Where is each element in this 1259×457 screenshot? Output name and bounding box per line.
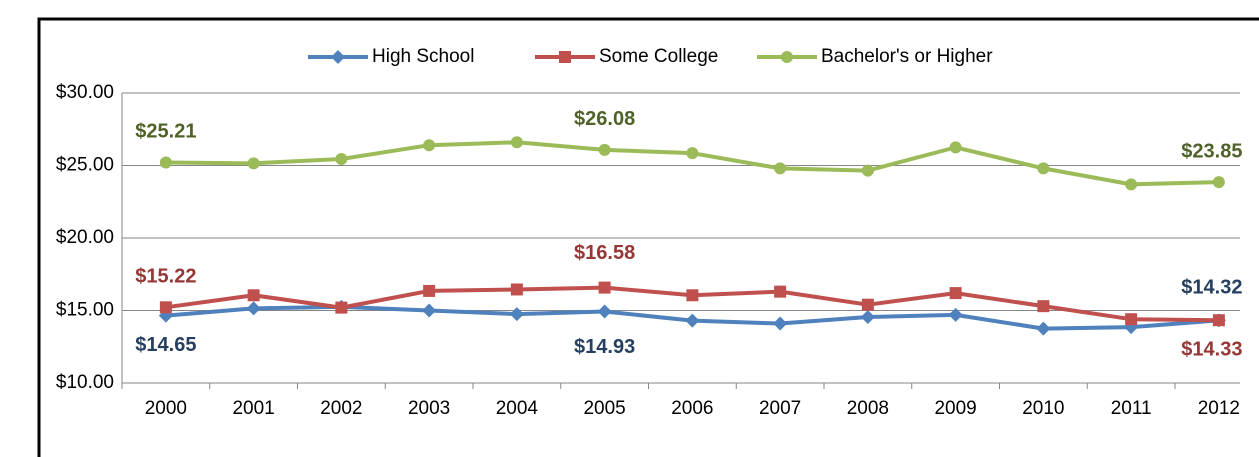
point-marker (860, 310, 875, 325)
point-marker (685, 313, 700, 328)
point-marker (949, 287, 962, 300)
point-marker (1037, 300, 1050, 313)
x-tick-label: 2003 (408, 398, 450, 419)
legend-marker (559, 51, 571, 63)
value-label: $14.33 (1181, 338, 1242, 360)
point-marker (1125, 178, 1138, 191)
legend-label: Bachelor's or Higher (821, 46, 993, 67)
point-marker (335, 301, 348, 314)
point-marker (1037, 162, 1050, 175)
x-tick-label: 2007 (759, 398, 801, 419)
x-tick-label: 2000 (145, 398, 187, 419)
value-label: $14.65 (135, 334, 196, 356)
value-label: $23.85 (1181, 140, 1242, 162)
point-marker (423, 139, 436, 152)
point-marker (247, 289, 260, 302)
x-tick-label: 2004 (496, 398, 539, 419)
x-tick-label: 2006 (671, 398, 713, 419)
point-marker (509, 307, 524, 322)
value-label: $25.21 (135, 121, 196, 143)
point-marker (949, 141, 962, 154)
legend-marker (331, 50, 345, 64)
value-label: $14.32 (1181, 277, 1242, 299)
legend-label: High School (372, 46, 474, 67)
x-tick-label: 2008 (847, 398, 889, 419)
value-label: $15.22 (135, 266, 196, 288)
point-marker (598, 143, 611, 156)
x-tick-label: 2011 (1111, 398, 1152, 419)
y-tick-label: $30.00 (56, 82, 114, 103)
value-label: $26.08 (574, 108, 635, 130)
point-marker (510, 136, 523, 149)
point-marker (774, 285, 787, 298)
point-marker (948, 307, 963, 322)
y-tick-label: $15.00 (56, 300, 114, 321)
point-marker (598, 281, 611, 294)
point-marker (246, 301, 261, 316)
point-marker (1036, 321, 1051, 336)
point-marker (1212, 176, 1225, 189)
point-marker (861, 164, 874, 177)
point-marker (247, 157, 260, 170)
point-marker (597, 304, 612, 319)
point-marker (422, 303, 437, 318)
value-label: $14.93 (574, 336, 635, 358)
x-tick-label: 2009 (934, 398, 976, 419)
y-tick-label: $20.00 (56, 227, 114, 248)
point-marker (335, 152, 348, 165)
point-marker (686, 289, 699, 302)
point-marker (159, 301, 172, 314)
point-marker (861, 298, 874, 311)
x-tick-label: 2005 (583, 398, 625, 419)
point-marker (510, 283, 523, 296)
point-marker (423, 284, 436, 297)
point-marker (159, 156, 172, 169)
x-tick-label: 2010 (1022, 398, 1064, 419)
legend-marker (781, 51, 793, 63)
legend-label: Some College (599, 46, 718, 67)
x-tick-label: 2012 (1198, 398, 1240, 419)
y-tick-label: $25.00 (56, 155, 114, 176)
point-marker (686, 147, 699, 160)
value-label: $16.58 (574, 242, 635, 264)
y-tick-label: $10.00 (56, 372, 114, 393)
point-marker (773, 316, 788, 331)
point-marker (1125, 313, 1138, 326)
x-tick-label: 2001 (232, 398, 274, 419)
point-marker (774, 162, 787, 175)
point-marker (1212, 314, 1225, 327)
x-tick-label: 2002 (320, 398, 362, 419)
